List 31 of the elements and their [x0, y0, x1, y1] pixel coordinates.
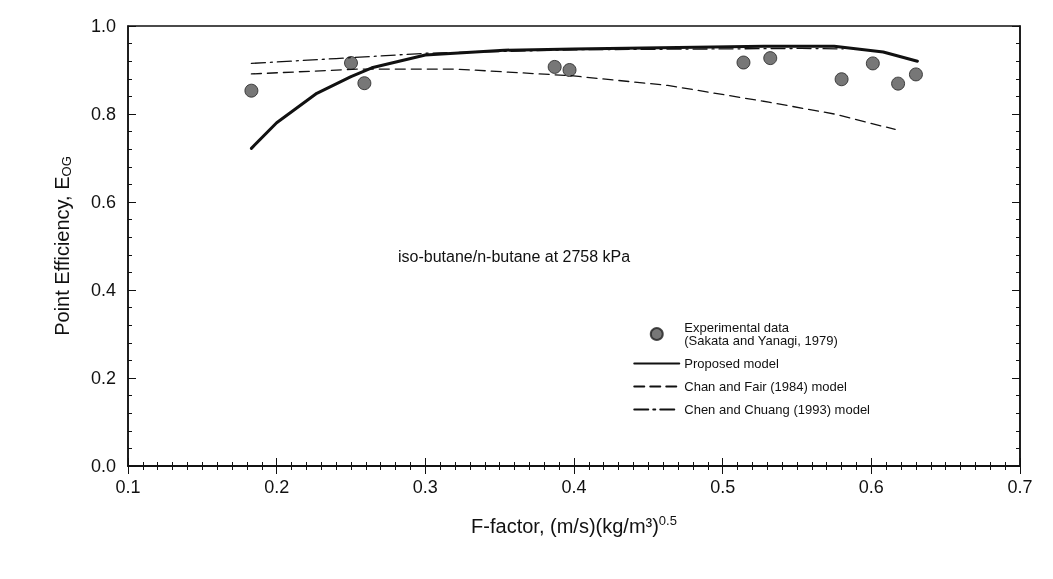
point	[763, 51, 778, 66]
x-tick-label: 0.2	[264, 477, 290, 497]
legend-label: Chen and Chuang (1993) model	[684, 402, 871, 417]
point	[344, 55, 358, 70]
point	[736, 55, 751, 70]
x-tick-label: 0.3	[412, 477, 438, 497]
y-tick-label: 0.0	[90, 456, 116, 476]
point	[562, 63, 577, 77]
y-axis-title: Point Efficiency, EOG	[50, 156, 74, 336]
point	[908, 67, 923, 82]
legend-label: Chan and Fair (1984) model	[684, 379, 847, 394]
x-tick-label: 0.5	[710, 477, 736, 497]
x-tick-label: 0.7	[1007, 477, 1033, 497]
y-tick-label: 1.0	[90, 16, 116, 36]
annotation: iso-butane/n-butane at 2758 kPa	[398, 247, 631, 265]
y-tick-label: 0.4	[90, 280, 116, 300]
x-tick-label: 0.4	[561, 477, 587, 497]
legend-label: Experimental data (Sakata and Yanagi, 1979)	[684, 320, 838, 348]
point	[357, 76, 372, 91]
x-tick-label: 0.1	[115, 477, 141, 497]
y-tick-label: 0.2	[90, 368, 116, 388]
x-tick-label: 0.6	[858, 477, 884, 497]
y-tick-label: 0.8	[90, 104, 116, 124]
point	[865, 56, 880, 71]
y-tick-label: 0.6	[90, 192, 116, 212]
line-series	[249, 44, 919, 150]
point	[891, 76, 906, 91]
point	[244, 83, 259, 98]
point	[547, 59, 562, 74]
point	[834, 72, 849, 87]
legend-label: Proposed model	[684, 356, 780, 371]
